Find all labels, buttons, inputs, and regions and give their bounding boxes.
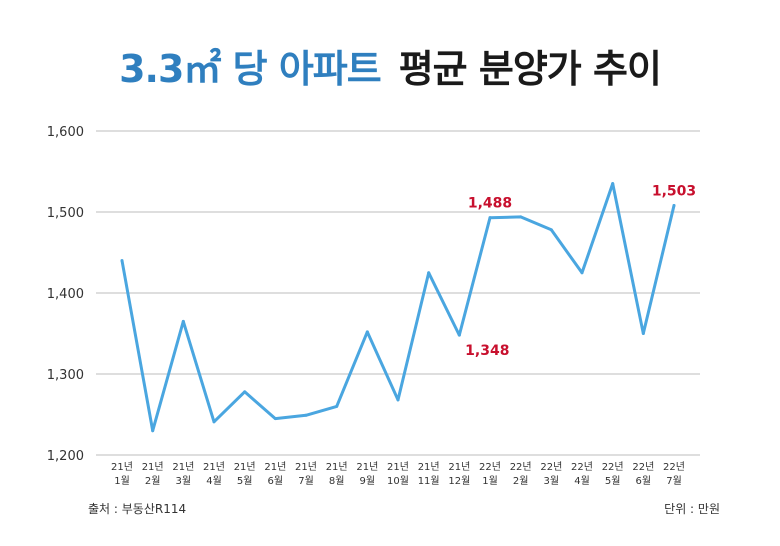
chart-title: 3.3㎡ 당 아파트 평균 분양가 추이 <box>0 38 780 93</box>
x-tick-label-month: 1월 <box>482 475 498 487</box>
x-tick-label-year: 22년 <box>571 461 593 473</box>
x-tick-label-month: 5월 <box>605 475 621 487</box>
data-point <box>519 215 523 219</box>
data-label: 1,488 <box>468 196 512 212</box>
data-point <box>212 420 216 424</box>
x-tick-label-month: 4월 <box>574 475 590 487</box>
y-tick-label: 1,300 <box>47 368 84 383</box>
x-tick-label-month: 6월 <box>268 475 284 487</box>
unit-note: 단위 : 만원 <box>664 502 720 516</box>
data-point <box>549 228 553 232</box>
y-tick-label: 1,500 <box>47 206 84 221</box>
data-point <box>457 333 461 337</box>
x-tick-label-year: 22년 <box>479 461 501 473</box>
data-point <box>641 332 645 335</box>
data-point <box>273 417 277 421</box>
x-tick-label-year: 21년 <box>172 461 194 473</box>
source-note: 출처 : 부동산R114 <box>88 502 187 516</box>
x-tick-label-year: 21년 <box>264 461 286 473</box>
x-tick-label-month: 9월 <box>360 475 376 487</box>
x-tick-label-year: 21년 <box>326 461 348 473</box>
x-tick-label-year: 22년 <box>602 461 624 473</box>
x-tick-label-month: 12월 <box>448 475 470 487</box>
data-point <box>396 398 400 402</box>
x-tick-label-year: 21년 <box>448 461 470 473</box>
x-tick-label-year: 21년 <box>203 461 225 473</box>
data-point <box>427 271 431 275</box>
data-label: 1,503 <box>652 184 696 200</box>
data-point <box>243 390 247 394</box>
series-line <box>120 182 676 433</box>
x-tick-label-month: 2월 <box>513 475 529 487</box>
x-tick-label-month: 8월 <box>329 475 345 487</box>
x-tick-label-month: 10월 <box>387 475 409 487</box>
data-point <box>672 204 676 208</box>
y-tick-label: 1,400 <box>47 287 84 302</box>
data-point <box>335 404 339 408</box>
y-tick-label: 1,600 <box>47 125 84 140</box>
x-tick-label-year: 21년 <box>111 461 133 473</box>
x-tick-label-year: 21년 <box>356 461 378 473</box>
data-label: 1,348 <box>465 343 509 359</box>
data-point <box>304 413 308 417</box>
x-tick-label-year: 21년 <box>295 461 317 473</box>
data-point <box>488 216 492 220</box>
x-tick-label-month: 11월 <box>418 475 440 487</box>
data-point <box>611 182 615 186</box>
x-tick-label-month: 5월 <box>237 475 253 487</box>
x-tick-label-month: 4월 <box>206 475 222 487</box>
data-point <box>365 330 369 334</box>
data-point <box>151 429 155 433</box>
x-tick-label-month: 3월 <box>544 475 560 487</box>
x-tick-label-month: 1월 <box>114 475 130 487</box>
y-tick-label: 1,200 <box>47 449 84 464</box>
x-tick-label-year: 22년 <box>540 461 562 473</box>
x-tick-label-month: 2월 <box>145 475 161 487</box>
x-tick-label-month: 3월 <box>176 475 192 487</box>
x-tick-label-year: 22년 <box>663 461 685 473</box>
x-tick-label-year: 21년 <box>387 461 409 473</box>
data-point <box>181 319 185 323</box>
x-tick-label-year: 21년 <box>142 461 164 473</box>
x-tick-label-year: 22년 <box>632 461 654 473</box>
chart-title-highlight: 3.3㎡ 당 아파트 <box>119 47 382 91</box>
data-point <box>580 271 584 275</box>
x-tick-label-year: 21년 <box>418 461 440 473</box>
data-point <box>120 259 124 263</box>
x-tick-label-month: 7월 <box>298 475 314 487</box>
x-tick-label-month: 7월 <box>666 475 682 487</box>
x-tick-label-month: 6월 <box>636 475 652 487</box>
x-tick-label-year: 22년 <box>510 461 532 473</box>
chart-title-rest: 평균 분양가 추이 <box>398 47 662 91</box>
x-tick-label-year: 21년 <box>234 461 256 473</box>
